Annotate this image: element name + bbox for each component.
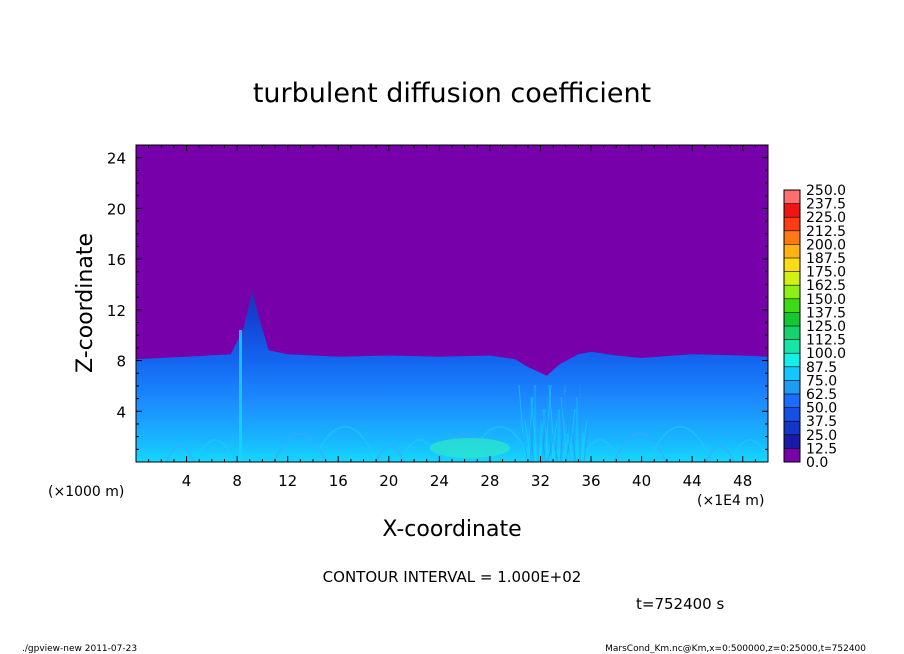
colorbar-segment (784, 190, 800, 204)
colorbar-segment (784, 339, 800, 354)
y-tick-label: 12 (107, 302, 126, 320)
high-value-patch (430, 438, 510, 458)
turbulence-arc (647, 425, 713, 462)
contour-interval: CONTOUR INTERVAL = 1.000E+02 (323, 568, 582, 586)
y-tick-label: 8 (116, 353, 126, 371)
colorbar-segment (784, 326, 800, 340)
turbulence-streak (527, 408, 535, 462)
x-tick-label: 44 (683, 472, 702, 490)
colorbar-label: 100.0 (806, 346, 846, 362)
x-tick-label: 48 (733, 472, 752, 490)
colorbar-label: 175.0 (806, 265, 846, 281)
colorbar-label: 62.5 (806, 387, 837, 403)
x-tick-label: 32 (531, 472, 550, 490)
colorbar-label: 25.0 (806, 428, 837, 444)
plume-column (239, 330, 242, 462)
turbulence-arc (399, 439, 441, 462)
footer-right: MarsCond_Km.nc@Km,x=0:500000,z=0:25000,t… (605, 644, 866, 654)
x-tick-label: 12 (278, 472, 297, 490)
turbulence-arc (165, 445, 195, 462)
x-tick-label: 4 (182, 472, 192, 490)
x-tick-label: 8 (232, 472, 242, 490)
y-axis-label: Z-coordinate (73, 233, 98, 373)
turbulence-streak (548, 384, 556, 462)
colorbar-segment (784, 366, 800, 381)
colorbar: 0.012.525.037.550.062.575.087.5100.0112.… (783, 183, 846, 471)
x-axis: 4 8 12 16 20 24 28 32 36 40 44 48 (148, 145, 756, 490)
colorbar-segment (784, 434, 800, 449)
turbulence-arc (579, 439, 621, 462)
turbulence-streak (551, 432, 559, 462)
turbulence-streak (545, 396, 553, 462)
colorbar-segment (784, 217, 800, 231)
colorbar-label: 137.5 (806, 305, 846, 321)
x-tick-label: 40 (632, 472, 651, 490)
colorbar-segment (784, 258, 800, 272)
turbulence-arc (194, 439, 236, 462)
turbulence-streak (583, 408, 591, 462)
x-axis-label: X-coordinate (382, 517, 521, 542)
colorbar-segment (784, 298, 800, 313)
chart-title: turbulent diffusion coefficient (253, 78, 651, 109)
colorbar-segment (784, 380, 800, 394)
x-unit-label: (×1000 m) (48, 484, 124, 500)
x-tick-label: 24 (430, 472, 449, 490)
colorbar-label: 200.0 (806, 237, 846, 253)
colorbar-label: 162.5 (806, 278, 846, 294)
y-tick-label: 24 (107, 150, 126, 168)
y-tick-label: 4 (116, 403, 126, 421)
colorbar-segment (784, 285, 800, 299)
colorbar-segment (784, 407, 800, 422)
x-tick-label: 20 (379, 472, 398, 490)
boundary-layer-region (136, 290, 768, 462)
y-tick-label: 16 (107, 251, 126, 269)
colorbar-label: 212.5 (806, 224, 846, 240)
colorbar-label: 12.5 (806, 441, 837, 457)
colorbar-label: 237.5 (806, 197, 846, 213)
colorbar-segment (784, 312, 800, 326)
turbulence-streak (566, 432, 574, 462)
colorbar-segment (784, 448, 800, 462)
turbulence-arc (729, 439, 768, 462)
colorbar-label: 50.0 (806, 401, 837, 417)
x-scale-note: (×1E4 m) (697, 493, 764, 509)
colorbar-label: 150.0 (806, 292, 846, 308)
colorbar-label: 125.0 (806, 319, 846, 335)
colorbar-label: 187.5 (806, 251, 846, 267)
colorbar-label: 225.0 (806, 210, 846, 226)
turbulence-streak (580, 420, 588, 462)
colorbar-segment (784, 394, 800, 408)
turbulence-arc (273, 432, 327, 462)
turbulence-streak (518, 384, 526, 462)
turbulence-streak (530, 396, 538, 462)
colorbar-segment (784, 203, 800, 218)
turbulence-arc (613, 432, 667, 462)
y-tick-label: 20 (107, 200, 126, 218)
turbulence-streak (563, 384, 571, 462)
colorbar-label: 87.5 (806, 360, 837, 376)
plot-area (136, 145, 768, 462)
turbulence-streak (524, 420, 532, 462)
colorbar-segment (784, 230, 800, 245)
colorbar-label: 250.0 (806, 183, 846, 199)
x-tick-label: 28 (480, 472, 499, 490)
colorbar-segment (784, 353, 800, 367)
turbulence-arc (312, 425, 378, 462)
time-label: t=752400 s (636, 595, 724, 613)
colorbar-label: 37.5 (806, 414, 837, 430)
colorbar-label: 112.5 (806, 333, 846, 349)
footer-left: ./gpview-new 2011-07-23 (22, 644, 137, 654)
x-tick-label: 16 (329, 472, 348, 490)
x-tick-label: 36 (581, 472, 600, 490)
turbulence-streak (569, 420, 577, 462)
colorbar-segment (784, 421, 800, 435)
colorbar-label: 75.0 (806, 373, 837, 389)
colorbar-segment (784, 271, 800, 286)
y-axis: 4 8 12 16 20 24 (107, 150, 768, 450)
colorbar-segment (784, 244, 800, 258)
colorbar-label: 0.0 (806, 455, 828, 471)
